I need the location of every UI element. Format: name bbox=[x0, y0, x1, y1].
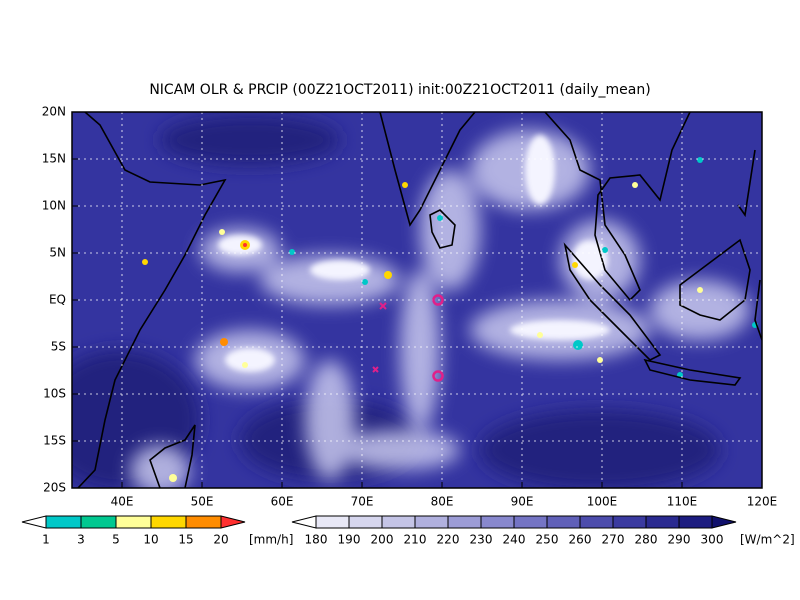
colorbar-label: 1 bbox=[42, 533, 50, 547]
colorbar-label: 20 bbox=[213, 533, 228, 547]
colorbar-box bbox=[612, 515, 647, 529]
lon-label: 50E bbox=[191, 495, 214, 509]
colorbar-label: 280 bbox=[635, 533, 658, 547]
map-title: NICAM OLR & PRCIP (00Z21OCT2011) init:00… bbox=[149, 82, 650, 98]
lon-label: 60E bbox=[271, 495, 294, 509]
olr-field bbox=[72, 112, 762, 488]
lat-label: 10N bbox=[42, 199, 66, 213]
lon-label: 90E bbox=[511, 495, 534, 509]
colorbar-box bbox=[480, 515, 515, 529]
colorbar-box bbox=[645, 515, 680, 529]
colorbar-box bbox=[678, 515, 713, 529]
lat-label: 5S bbox=[51, 340, 66, 354]
colorbar-box bbox=[381, 515, 416, 529]
olr-colorbar: 180 190 200 210 220 230 240 250 260 270 280 290 300 [… bbox=[291, 515, 795, 547]
colorbar-label: 270 bbox=[602, 533, 625, 547]
colorbar-label: 200 bbox=[371, 533, 394, 547]
colorbar-box bbox=[115, 515, 152, 529]
lon-label: 70E bbox=[351, 495, 374, 509]
colorbar-label: 10 bbox=[143, 533, 158, 547]
colorbar-box bbox=[150, 515, 187, 529]
lon-label: 110E bbox=[667, 495, 698, 509]
colorbar-box bbox=[315, 515, 350, 529]
lat-label: 20S bbox=[43, 481, 66, 495]
colorbar-box bbox=[80, 515, 117, 529]
colorbar-arrow bbox=[711, 515, 737, 529]
colorbar-arrow bbox=[21, 515, 47, 529]
lat-label: 5N bbox=[49, 246, 66, 260]
lat-label: 15N bbox=[42, 152, 66, 166]
colorbar-label: 290 bbox=[668, 533, 691, 547]
precip-colorbar: 1 3 5 10 15 20 [mm/h] bbox=[21, 515, 293, 547]
colorbar-label: 250 bbox=[536, 533, 559, 547]
colorbar-arrow bbox=[220, 515, 246, 529]
colorbar-label: 3 bbox=[77, 533, 85, 547]
colorbar-box bbox=[546, 515, 581, 529]
colorbar-arrow bbox=[291, 515, 317, 529]
colorbar-label: 190 bbox=[338, 533, 361, 547]
lon-label: 80E bbox=[431, 495, 454, 509]
colorbar-label: 300 bbox=[701, 533, 724, 547]
coastlines bbox=[77, 112, 762, 488]
colorbar-box bbox=[513, 515, 548, 529]
lon-label: 40E bbox=[111, 495, 134, 509]
colorbar-unit: [W/m^2] bbox=[740, 533, 795, 547]
colorbar-label: 240 bbox=[503, 533, 526, 547]
colorbar-label: 15 bbox=[178, 533, 193, 547]
lat-label: 20N bbox=[42, 105, 66, 119]
colorbar-label: 180 bbox=[305, 533, 328, 547]
graticule bbox=[72, 112, 762, 488]
colorbar-label: 220 bbox=[437, 533, 460, 547]
colorbar-box bbox=[414, 515, 449, 529]
lon-label: 100E bbox=[587, 495, 618, 509]
lat-label: 10S bbox=[43, 387, 66, 401]
colorbar-box bbox=[348, 515, 383, 529]
colorbar-unit: [mm/h] bbox=[249, 533, 293, 547]
colorbar-box bbox=[185, 515, 222, 529]
colorbar-label: 5 bbox=[112, 533, 120, 547]
colorbar-box bbox=[447, 515, 482, 529]
colorbar-box bbox=[45, 515, 82, 529]
cyclone-markers bbox=[372, 294, 444, 382]
colorbar-label: 210 bbox=[404, 533, 427, 547]
lat-label: 15S bbox=[43, 434, 66, 448]
colorbar-label: 260 bbox=[569, 533, 592, 547]
colorbar-label: 230 bbox=[470, 533, 493, 547]
lat-label: EQ bbox=[49, 293, 66, 307]
colorbar-box bbox=[579, 515, 614, 529]
lon-label: 120E bbox=[747, 495, 778, 509]
precip-spots bbox=[142, 157, 758, 482]
